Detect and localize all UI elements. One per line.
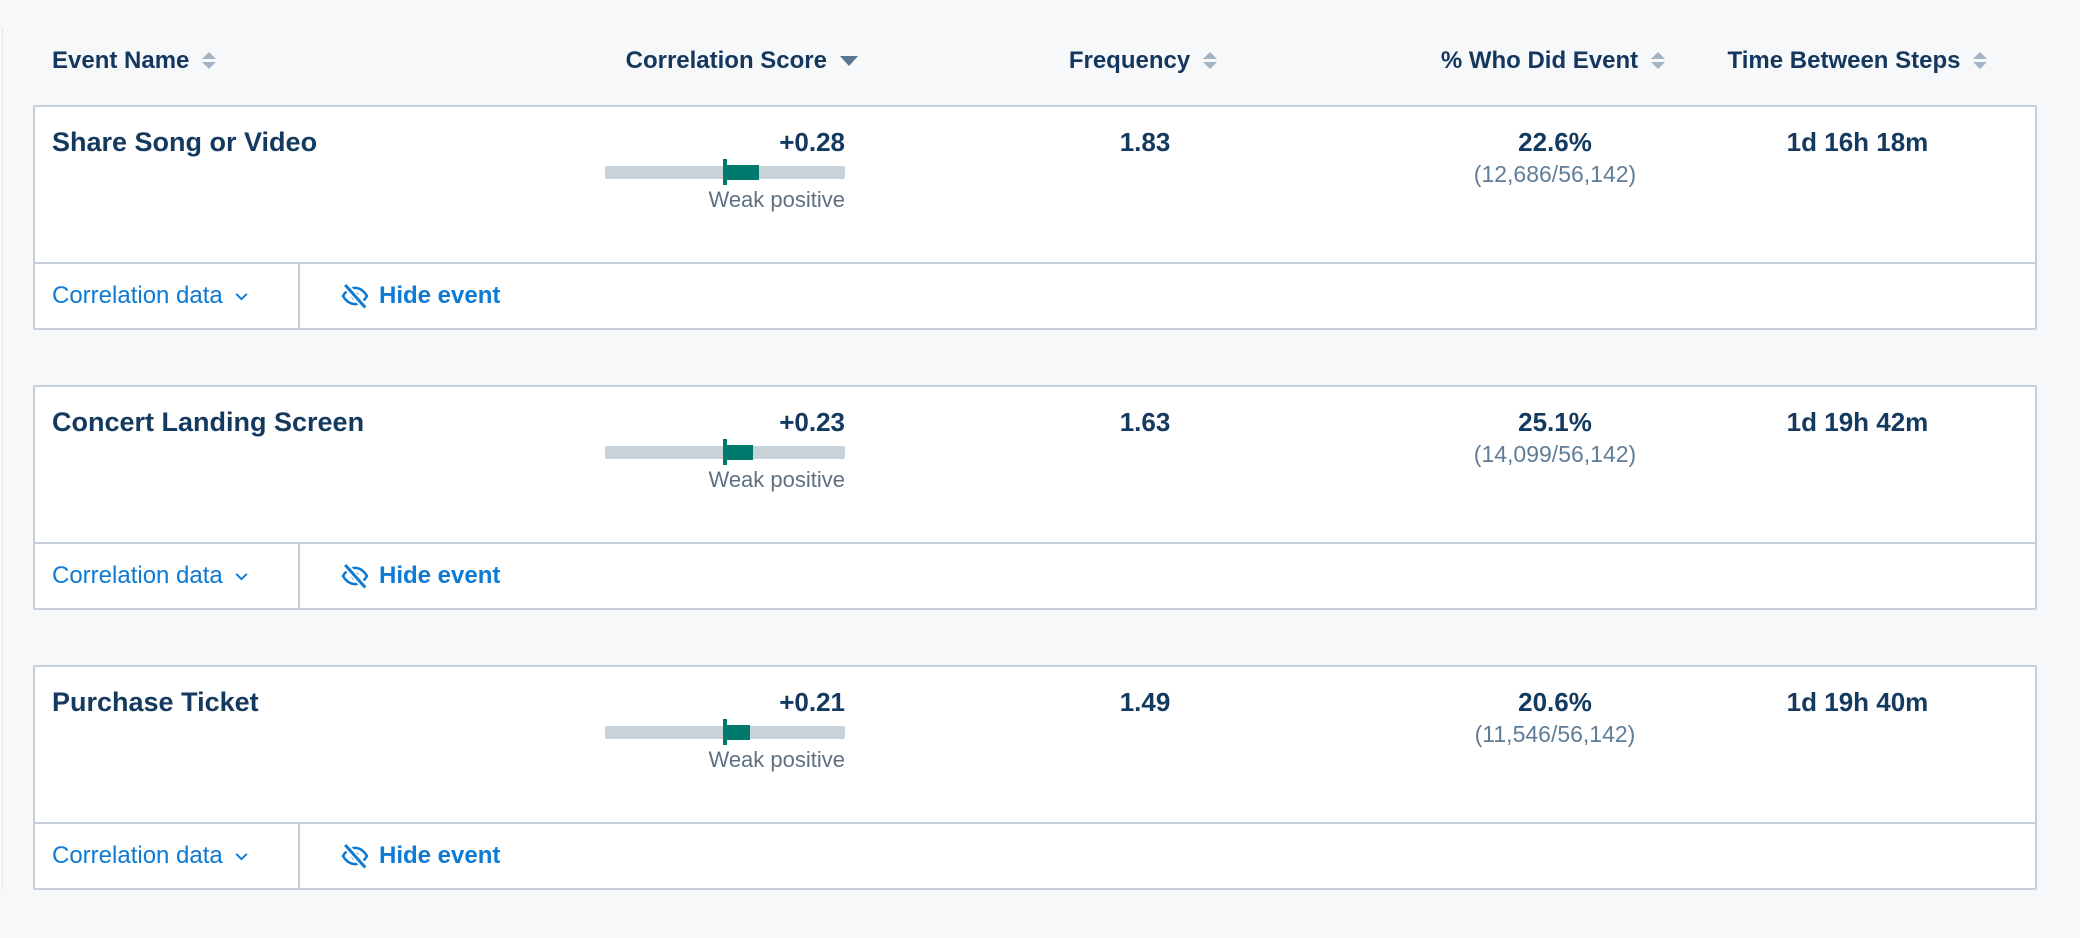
correlation-score-value: +0.23 xyxy=(779,407,845,437)
correlation-score-cell: +0.28 Weak positive xyxy=(590,127,860,262)
event-name: Share Song or Video xyxy=(52,127,318,157)
sort-icon xyxy=(1203,52,1218,69)
eye-slash-icon xyxy=(341,562,369,590)
sort-icon xyxy=(1651,52,1666,69)
column-header-correlation-score[interactable]: Correlation Score xyxy=(588,16,858,105)
frequency-value: 1.83 xyxy=(1119,127,1171,157)
correlation-strength-label: Weak positive xyxy=(708,187,845,212)
frequency-value: 1.63 xyxy=(1119,407,1171,437)
time-between-steps-value: 1d 19h 42m xyxy=(1786,407,1929,437)
correlation-data-label: Correlation data xyxy=(52,282,223,309)
hide-event-button[interactable]: Hide event xyxy=(340,841,500,871)
column-header-label: Time Between Steps xyxy=(1727,46,1961,74)
event-name: Purchase Ticket xyxy=(52,687,259,717)
correlation-data-label: Correlation data xyxy=(52,842,223,869)
eye-slash-icon xyxy=(341,282,369,310)
correlation-data-label: Correlation data xyxy=(52,562,223,589)
correlation-data-dropdown[interactable]: Correlation data xyxy=(52,282,250,310)
correlation-strength-label: Weak positive xyxy=(708,747,845,772)
correlation-bar-fill xyxy=(725,445,753,460)
correlation-score-value: +0.28 xyxy=(779,127,845,157)
card-footer: Correlation data Hide event xyxy=(35,542,2035,608)
hide-event-button[interactable]: Hide event xyxy=(340,561,500,591)
column-header-event-name[interactable]: Event Name xyxy=(33,16,588,105)
correlation-score-cell: +0.23 Weak positive xyxy=(590,407,860,542)
frequency-value: 1.49 xyxy=(1119,687,1171,717)
correlation-data-dropdown[interactable]: Correlation data xyxy=(52,842,250,870)
chevron-down-icon xyxy=(235,852,248,861)
column-header-time-between-steps[interactable]: Time Between Steps xyxy=(1678,16,2037,105)
correlation-score-bar xyxy=(605,719,845,745)
card-footer: Correlation data Hide event xyxy=(35,262,2035,328)
correlation-table-header: Event Name Correlation Score Frequency %… xyxy=(33,0,2037,105)
correlation-score-bar xyxy=(605,159,845,185)
chevron-down-icon xyxy=(235,572,248,581)
correlation-bar-fill xyxy=(725,725,750,740)
eye-slash-icon xyxy=(341,842,369,870)
event-name: Concert Landing Screen xyxy=(52,407,365,437)
pct-who-did-fraction: (12,686/56,142) xyxy=(1473,161,1637,187)
column-header-pct-who-did-event[interactable]: % Who Did Event xyxy=(1428,16,1678,105)
hide-event-label: Hide event xyxy=(379,562,501,589)
chevron-down-icon xyxy=(235,292,248,301)
pct-who-did-value: 25.1% xyxy=(1518,407,1592,437)
column-header-label: Correlation Score xyxy=(625,46,827,74)
correlation-score-bar xyxy=(605,439,845,465)
column-header-label: Event Name xyxy=(52,46,190,74)
correlation-score-cell: +0.21 Weak positive xyxy=(590,687,860,822)
pct-who-did-fraction: (14,099/56,142) xyxy=(1473,441,1637,467)
panel-left-edge xyxy=(2,28,3,890)
pct-who-did-value: 20.6% xyxy=(1518,687,1592,717)
hide-event-label: Hide event xyxy=(379,842,501,869)
correlation-bar-center-tick xyxy=(723,159,727,185)
hide-event-label: Hide event xyxy=(379,282,501,309)
column-header-label: % Who Did Event xyxy=(1440,46,1639,74)
correlation-data-dropdown[interactable]: Correlation data xyxy=(52,562,250,590)
time-between-steps-value: 1d 19h 40m xyxy=(1786,687,1929,717)
correlation-bar-center-tick xyxy=(723,439,727,465)
hide-event-button[interactable]: Hide event xyxy=(340,281,500,311)
correlation-bar-center-tick xyxy=(723,719,727,745)
pct-who-did-fraction: (11,546/56,142) xyxy=(1474,721,1636,747)
card-footer: Correlation data Hide event xyxy=(35,822,2035,888)
correlation-score-value: +0.21 xyxy=(779,687,845,717)
sort-icon xyxy=(202,52,217,69)
pct-who-did-value: 22.6% xyxy=(1518,127,1592,157)
event-correlation-card: Purchase Ticket +0.21 Weak positive 1.49… xyxy=(33,665,2037,890)
event-correlation-card: Share Song or Video +0.28 Weak positive … xyxy=(33,105,2037,330)
sort-desc-icon xyxy=(840,55,858,66)
column-header-label: Frequency xyxy=(1068,46,1191,74)
event-correlation-card: Concert Landing Screen +0.23 Weak positi… xyxy=(33,385,2037,610)
column-header-frequency[interactable]: Frequency xyxy=(858,16,1428,105)
correlation-strength-label: Weak positive xyxy=(708,467,845,492)
time-between-steps-value: 1d 16h 18m xyxy=(1786,127,1929,157)
correlation-bar-fill xyxy=(725,165,759,180)
sort-icon xyxy=(1973,52,1988,69)
